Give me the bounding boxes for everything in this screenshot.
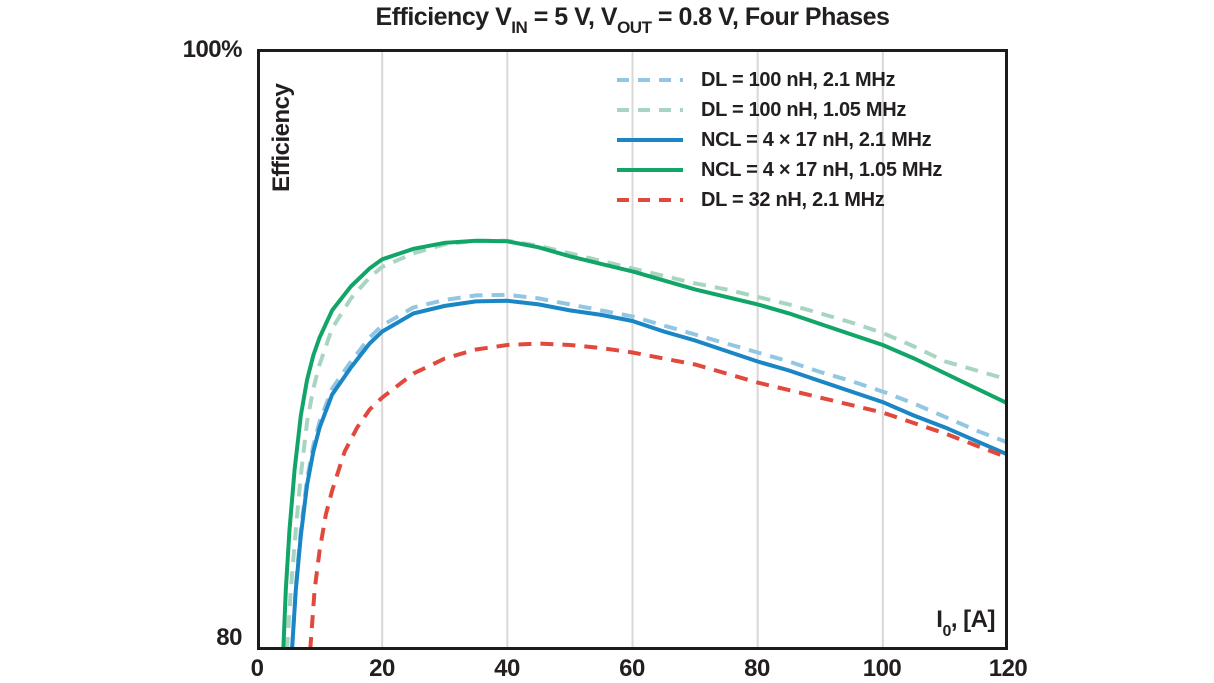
legend-item-dl100-2p1: DL = 100 nH, 2.1 MHz [616,65,942,95]
legend-item-dl100-1p05: DL = 100 nH, 1.05 MHz [616,95,942,125]
x-tick-100: 100 [862,655,902,682]
legend-swatch-dashed-red-icon [617,198,683,202]
y-axis-title: Efficiency [268,83,295,192]
x-tick-0: 0 [250,655,264,682]
plot-area [257,49,1008,650]
x-tick-60: 60 [619,655,645,682]
y-tick-100: 100% [182,36,243,63]
legend-label: NCL = 4 × 17 nH, 1.05 MHz [701,158,943,181]
legend-label: DL = 100 nH, 2.1 MHz [701,68,896,91]
chart-title-sub-in: IN [511,18,528,37]
x-tick-120: 120 [988,655,1028,682]
legend-label: NCL = 4 × 17 nH, 2.1 MHz [701,128,932,151]
chart-title-sub-out: OUT [617,18,652,37]
x-tick-80: 80 [744,655,770,682]
legend-item-ncl-1p05: NCL = 4 × 17 nH, 1.05 MHz [616,155,942,185]
legend-label: DL = 100 nH, 1.05 MHz [701,98,907,121]
legend-swatch-solid-green-icon [617,168,683,172]
legend-swatch-solid-blue-icon [617,138,683,142]
legend-item-dl32-2p1: DL = 32 nH, 2.1 MHz [616,185,942,215]
legend-item-ncl-2p1: NCL = 4 × 17 nH, 2.1 MHz [616,125,942,155]
legend-swatch-dashed-lightblue-icon [617,78,683,82]
x-axis-title: I0, [A] [936,606,995,640]
legend: DL = 100 nH, 2.1 MHz DL = 100 nH, 1.05 M… [616,65,942,215]
chart-title-text: Efficiency V [375,3,512,31]
x-tick-40: 40 [494,655,520,682]
x-tick-20: 20 [369,655,395,682]
chart-title: Efficiency VIN = 5 V, VOUT = 0.8 V, Four… [375,3,890,37]
legend-label: DL = 32 nH, 2.1 MHz [701,188,885,211]
legend-swatch-dashed-lightgreen-icon [617,108,683,112]
y-tick-80: 80 [216,624,242,651]
